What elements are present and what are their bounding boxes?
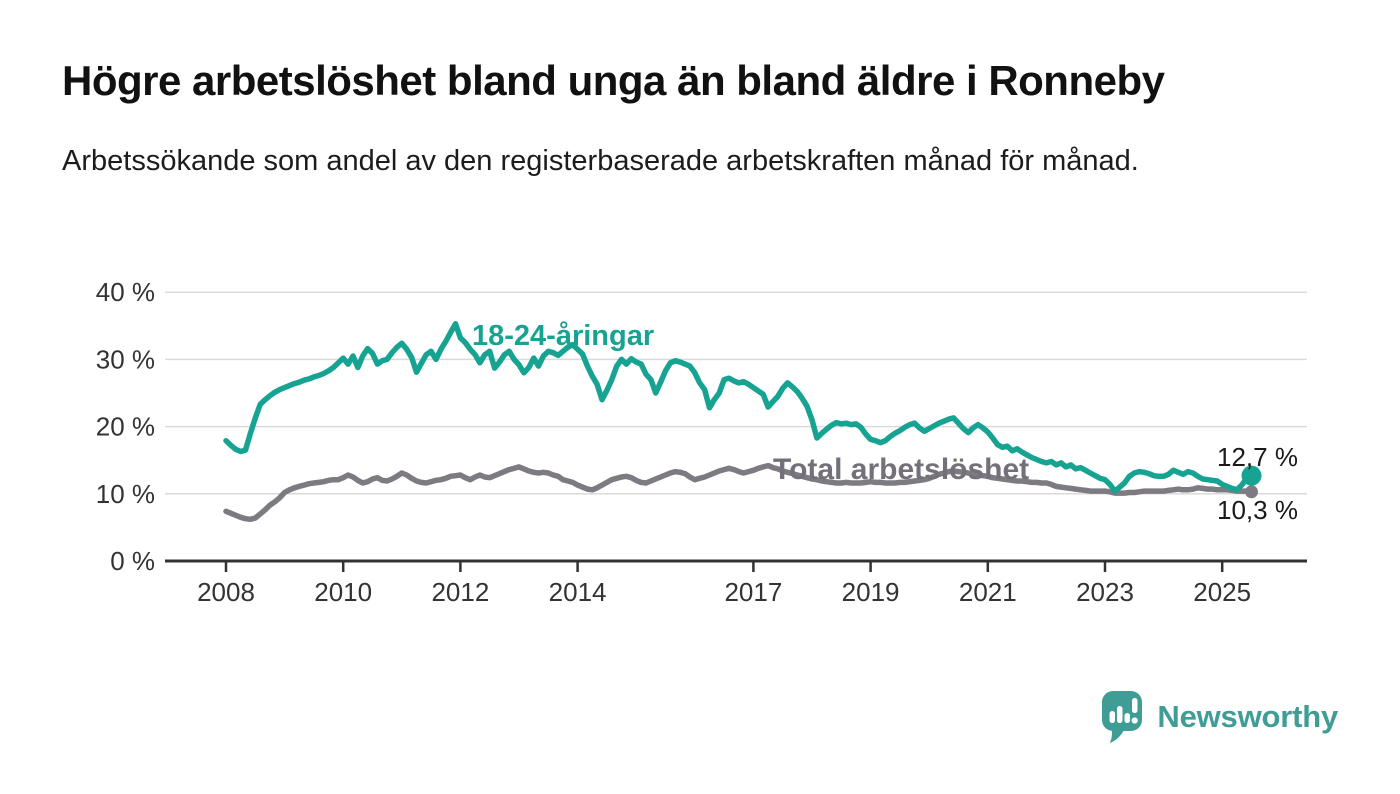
x-tick-label: 2014 <box>549 577 607 607</box>
y-tick-label: 10 % <box>96 479 155 509</box>
series-line-youth <box>223 321 1255 494</box>
x-tick-label: 2008 <box>197 577 255 607</box>
unemployment-line-chart: 40 % 30 % 20 % 10 % 0 % 2008 2010 2012 2014 2017 2… <box>96 277 1307 607</box>
series-end-dot-total <box>1245 485 1258 499</box>
y-tick-label: 30 % <box>96 344 155 374</box>
x-tick-label: 2012 <box>431 577 489 607</box>
header: Högre arbetslöshet bland unga än bland ä… <box>0 0 1400 184</box>
series-end-dot-youth <box>1241 465 1262 486</box>
x-tick-label: 2019 <box>842 577 900 607</box>
x-tick-label: 2023 <box>1076 577 1134 607</box>
y-tick-label: 40 % <box>96 277 155 307</box>
series-line-total <box>223 462 1255 523</box>
y-tick-label: 0 % <box>110 546 155 576</box>
chart-subtitle: Arbetssökande som andel av den registerb… <box>62 145 1139 178</box>
x-tick-label: 2021 <box>959 577 1017 607</box>
speech-bubble-bar-chart-icon <box>1102 691 1143 743</box>
brand-name: Newsworthy <box>1157 699 1338 734</box>
page-title: Högre arbetslöshet bland unga än bland ä… <box>62 57 1165 104</box>
series-label-youth: 18-24-åringar <box>472 320 654 352</box>
series-label-total: Total arbetslöshet <box>773 453 1029 486</box>
x-tick-label: 2017 <box>724 577 782 607</box>
end-value-label-youth: 12,7 % <box>1217 442 1298 472</box>
end-value-label-total: 10,3 % <box>1217 495 1298 525</box>
newsworthy-logo[interactable]: Newsworthy <box>1100 690 1338 744</box>
y-tick-label: 20 % <box>96 412 155 442</box>
x-tick-label: 2025 <box>1193 577 1251 607</box>
x-tick-label: 2010 <box>314 577 372 607</box>
